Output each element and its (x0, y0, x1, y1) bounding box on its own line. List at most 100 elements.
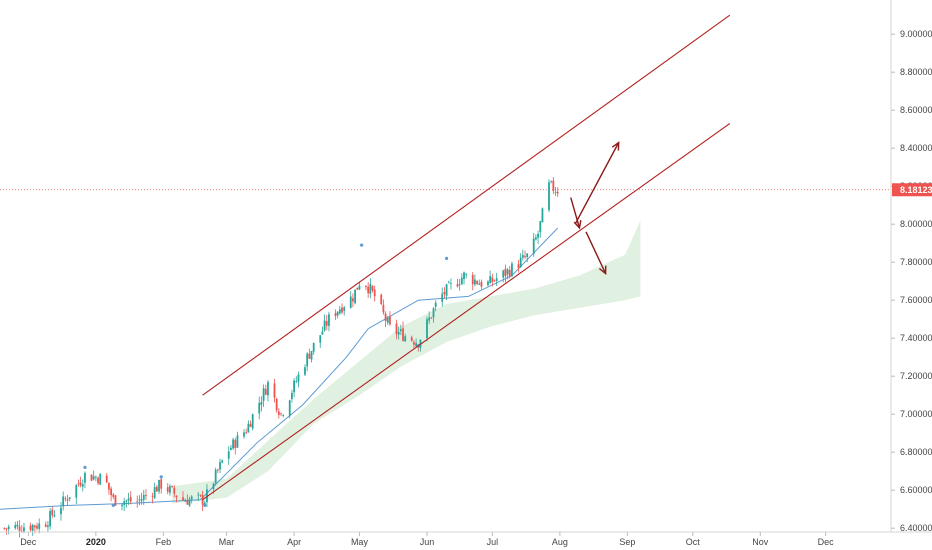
candle-body (110, 488, 113, 496)
y-tick-label: 7.60000 (900, 295, 932, 305)
candle-body (415, 343, 417, 347)
candle-body (247, 423, 250, 433)
candle-body (29, 525, 32, 531)
candle-body (155, 486, 158, 492)
pivot-marker (444, 256, 449, 260)
candle-body (227, 451, 230, 459)
candle-body (136, 500, 139, 502)
x-tick-label: Sep (619, 537, 635, 547)
candle-body (275, 398, 278, 411)
candle-body (293, 380, 295, 393)
candle-body (232, 439, 234, 449)
candle-body (206, 489, 208, 503)
candle-body (38, 523, 41, 529)
candle-body (354, 289, 356, 304)
candle-body (33, 525, 36, 528)
pivot-marker (360, 243, 364, 247)
y-tick-label: 6.40000 (900, 523, 932, 533)
candle-body (537, 233, 539, 238)
candle-body (245, 432, 248, 434)
candle-body (216, 469, 219, 471)
candle-body (53, 515, 56, 517)
time-axis[interactable]: Dec 2020 Feb Mar Apr May Jun Jul Aug Sep Oct Nov Dec (20, 532, 834, 547)
candle-body (282, 415, 285, 416)
candle-body (384, 313, 387, 321)
candle-body (395, 323, 398, 334)
candle-body (358, 285, 361, 290)
candle-body (399, 329, 402, 332)
candle-body (349, 296, 352, 308)
candle-body (264, 389, 267, 395)
candle-body (273, 383, 276, 398)
candle-body (445, 284, 448, 296)
candle-body (476, 280, 478, 284)
candle-body (125, 500, 128, 502)
candle-body (487, 281, 489, 286)
candle-body (524, 256, 526, 258)
candle-body (447, 282, 450, 284)
candle-body (554, 191, 557, 193)
candle-body (151, 495, 154, 497)
candle-body (234, 439, 237, 449)
candle-body (145, 495, 147, 496)
candle-body (44, 524, 47, 527)
candle-body (397, 331, 400, 335)
candle-body (280, 413, 282, 415)
y-tick-label: 8.60000 (900, 105, 932, 115)
y-tick-label: 8.40000 (900, 143, 932, 153)
candle-body (112, 494, 115, 497)
candle-body (77, 483, 80, 485)
candle-body (352, 298, 354, 302)
candle-body (190, 496, 193, 500)
projection-arrows[interactable] (570, 141, 620, 276)
candle-body (295, 381, 298, 383)
candle-body (495, 278, 498, 281)
candle-body (336, 311, 339, 316)
candle-body (214, 469, 217, 484)
candle-body (304, 367, 306, 375)
trend-channel[interactable] (202, 14, 731, 501)
candle-body (108, 482, 110, 490)
candle-body (186, 500, 189, 505)
pivot-marker (83, 465, 87, 469)
candle-body (450, 283, 452, 284)
candle-body (511, 263, 513, 277)
current-price-label: 8.18123 (892, 183, 932, 197)
candle-body (410, 337, 413, 341)
candle-body (291, 392, 293, 400)
candle-body (465, 274, 468, 276)
candle-body (140, 499, 143, 502)
y-tick-label: 7.80000 (900, 257, 932, 267)
candle-body (49, 510, 52, 527)
candle-body (312, 342, 315, 352)
kijun-line (0, 227, 559, 510)
candle-body (84, 472, 86, 483)
candle-body (369, 284, 372, 294)
price-axis[interactable]: 6.40000 6.60000 6.80000 7.00000 7.20000 7.400… (891, 29, 932, 533)
candle-body (456, 284, 459, 287)
candle-body (18, 526, 21, 532)
arrow-up-projection (574, 141, 620, 225)
candle-body (539, 221, 542, 233)
x-tick-label: Dec (20, 537, 37, 547)
candle-body (386, 318, 389, 323)
candle-body (199, 494, 202, 496)
candle-body (428, 317, 431, 321)
candle-body (5, 528, 8, 530)
candle-body (197, 494, 200, 496)
candle-body (334, 313, 337, 316)
candle-body (171, 485, 174, 487)
price-label-box (892, 183, 932, 197)
candlesticks (3, 177, 559, 538)
y-tick-label: 9.00000 (900, 29, 932, 39)
candle-body (532, 238, 535, 254)
candle-body (243, 432, 245, 437)
candle-body (541, 208, 544, 223)
candle-body (371, 285, 374, 291)
candle-body (3, 527, 6, 529)
candle-body (389, 316, 391, 325)
candle-body (14, 525, 17, 529)
candle-body (169, 486, 171, 493)
cloud-area (172, 220, 641, 504)
